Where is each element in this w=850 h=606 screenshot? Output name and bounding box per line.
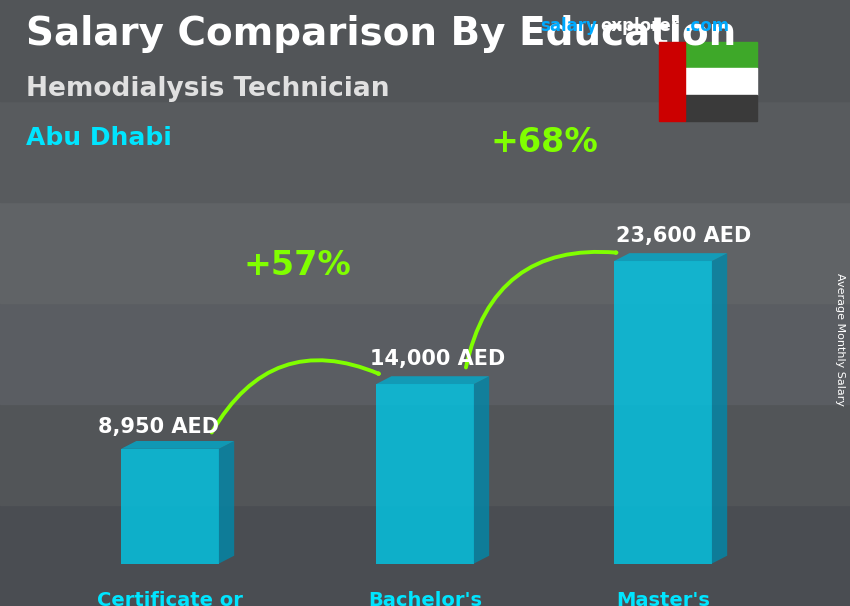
Bar — [0, 202, 850, 303]
Polygon shape — [122, 449, 218, 564]
Bar — [0, 404, 850, 505]
Polygon shape — [376, 384, 474, 564]
Bar — [685, 68, 756, 95]
Bar — [685, 42, 756, 68]
Text: Certificate or
Diploma: Certificate or Diploma — [97, 591, 243, 606]
Text: +57%: +57% — [244, 249, 351, 282]
Text: 8,950 AED: 8,950 AED — [98, 417, 218, 437]
Text: 23,600 AED: 23,600 AED — [616, 226, 751, 246]
Bar — [0, 0, 850, 101]
Polygon shape — [122, 441, 234, 449]
Text: Average Monthly Salary: Average Monthly Salary — [835, 273, 845, 406]
Polygon shape — [614, 253, 728, 261]
Text: Abu Dhabi: Abu Dhabi — [26, 126, 172, 150]
Text: Salary Comparison By Education: Salary Comparison By Education — [26, 15, 736, 53]
Text: Master's
Degree: Master's Degree — [616, 591, 710, 606]
Bar — [685, 95, 756, 121]
Bar — [0, 505, 850, 606]
Bar — [659, 42, 685, 121]
Text: .com: .com — [684, 17, 729, 35]
Text: Bachelor's
Degree: Bachelor's Degree — [368, 591, 482, 606]
Polygon shape — [474, 376, 490, 564]
Polygon shape — [614, 261, 711, 564]
Bar — [0, 303, 850, 404]
Bar — [0, 101, 850, 202]
Polygon shape — [711, 253, 728, 564]
Text: 14,000 AED: 14,000 AED — [370, 349, 505, 369]
Polygon shape — [218, 441, 234, 564]
FancyArrowPatch shape — [212, 360, 379, 433]
Polygon shape — [376, 376, 490, 384]
Text: +68%: +68% — [490, 126, 598, 159]
Text: Hemodialysis Technician: Hemodialysis Technician — [26, 76, 389, 102]
Text: salary: salary — [540, 17, 597, 35]
Text: explorer: explorer — [600, 17, 679, 35]
FancyArrowPatch shape — [466, 252, 616, 367]
